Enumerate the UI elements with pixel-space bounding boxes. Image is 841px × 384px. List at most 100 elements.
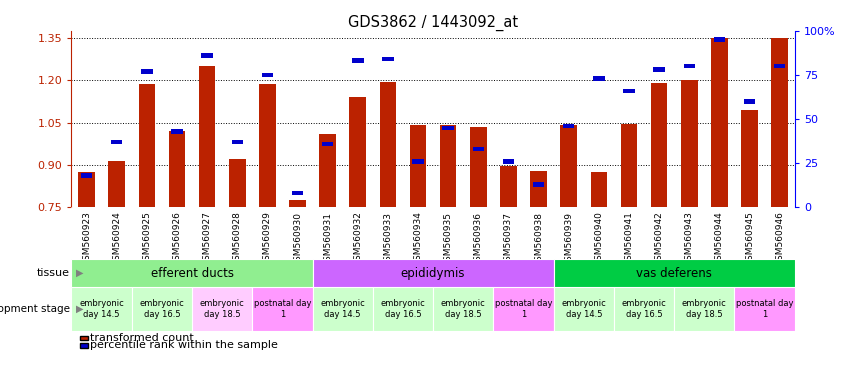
Bar bbox=[674, 287, 734, 331]
Text: GSM560942: GSM560942 bbox=[654, 212, 664, 266]
Text: vas deferens: vas deferens bbox=[637, 266, 712, 280]
Bar bbox=[774, 64, 785, 68]
Text: GSM560937: GSM560937 bbox=[504, 212, 513, 266]
Text: GSM560927: GSM560927 bbox=[203, 212, 212, 266]
Bar bbox=[494, 287, 553, 331]
Text: GSM560925: GSM560925 bbox=[142, 212, 151, 266]
Text: embryonic
day 14.5: embryonic day 14.5 bbox=[320, 299, 365, 319]
Bar bbox=[350, 97, 366, 207]
Bar bbox=[111, 140, 123, 144]
Text: GSM560934: GSM560934 bbox=[414, 212, 422, 266]
Text: GSM560936: GSM560936 bbox=[473, 212, 483, 266]
Bar bbox=[684, 64, 695, 68]
Bar bbox=[440, 126, 457, 207]
Text: GSM560932: GSM560932 bbox=[353, 212, 362, 266]
Text: embryonic
day 18.5: embryonic day 18.5 bbox=[682, 299, 727, 319]
Text: GSM560939: GSM560939 bbox=[564, 212, 574, 266]
Bar bbox=[169, 131, 185, 207]
Bar bbox=[141, 69, 152, 74]
Text: tissue: tissue bbox=[37, 268, 70, 278]
Text: GSM560928: GSM560928 bbox=[233, 212, 241, 266]
Bar bbox=[229, 159, 246, 207]
Bar bbox=[563, 124, 574, 128]
Text: embryonic
day 16.5: embryonic day 16.5 bbox=[381, 299, 426, 319]
Bar bbox=[531, 170, 547, 207]
Bar bbox=[614, 287, 674, 331]
Bar bbox=[379, 81, 396, 207]
Text: GSM560946: GSM560946 bbox=[775, 212, 784, 266]
Text: GSM560944: GSM560944 bbox=[715, 212, 724, 266]
Text: GSM560935: GSM560935 bbox=[444, 212, 452, 266]
Bar bbox=[653, 67, 665, 72]
Text: GSM560943: GSM560943 bbox=[685, 212, 694, 266]
Bar bbox=[590, 172, 607, 207]
Bar bbox=[503, 159, 514, 164]
Text: percentile rank within the sample: percentile rank within the sample bbox=[90, 341, 278, 351]
Bar bbox=[201, 53, 213, 58]
Bar bbox=[621, 124, 637, 207]
Bar bbox=[473, 147, 484, 151]
Text: postnatal day
1: postnatal day 1 bbox=[254, 299, 311, 319]
Text: GSM560940: GSM560940 bbox=[595, 212, 603, 266]
Bar bbox=[553, 259, 795, 287]
Title: GDS3862 / 1443092_at: GDS3862 / 1443092_at bbox=[348, 15, 518, 31]
Bar bbox=[108, 161, 125, 207]
Bar bbox=[771, 38, 788, 207]
Text: embryonic
day 16.5: embryonic day 16.5 bbox=[621, 299, 666, 319]
Text: ▶: ▶ bbox=[76, 304, 83, 314]
Text: development stage: development stage bbox=[0, 304, 70, 314]
Text: GSM560941: GSM560941 bbox=[625, 212, 633, 266]
Bar bbox=[132, 287, 192, 331]
Bar bbox=[651, 83, 668, 207]
Bar bbox=[352, 58, 363, 63]
Bar bbox=[313, 259, 553, 287]
Bar bbox=[743, 99, 755, 104]
Text: GSM560923: GSM560923 bbox=[82, 212, 91, 266]
Bar bbox=[81, 173, 93, 178]
Text: ▶: ▶ bbox=[76, 268, 83, 278]
Text: GSM560926: GSM560926 bbox=[172, 212, 182, 266]
Bar bbox=[442, 126, 454, 130]
Bar bbox=[78, 172, 95, 207]
Text: embryonic
day 14.5: embryonic day 14.5 bbox=[562, 299, 606, 319]
Bar bbox=[533, 182, 544, 187]
Bar bbox=[433, 287, 494, 331]
Bar bbox=[382, 57, 394, 61]
Bar bbox=[734, 287, 795, 331]
Bar bbox=[593, 76, 605, 81]
Bar bbox=[560, 126, 577, 207]
Bar bbox=[289, 200, 306, 207]
Bar bbox=[192, 287, 252, 331]
Text: GSM560930: GSM560930 bbox=[293, 212, 302, 266]
Bar bbox=[262, 73, 273, 77]
Bar bbox=[139, 84, 155, 207]
Text: postnatal day
1: postnatal day 1 bbox=[736, 299, 793, 319]
Bar bbox=[231, 140, 243, 144]
Bar bbox=[741, 110, 758, 207]
Bar bbox=[711, 38, 727, 207]
Text: efferent ducts: efferent ducts bbox=[151, 266, 234, 280]
Text: GSM560938: GSM560938 bbox=[534, 212, 543, 266]
Bar bbox=[259, 84, 276, 207]
Text: embryonic
day 18.5: embryonic day 18.5 bbox=[200, 299, 245, 319]
Bar bbox=[252, 287, 313, 331]
Bar bbox=[172, 129, 182, 134]
Text: epididymis: epididymis bbox=[401, 266, 465, 280]
Bar bbox=[553, 287, 614, 331]
Text: GSM560945: GSM560945 bbox=[745, 212, 754, 266]
Bar bbox=[500, 166, 516, 207]
Bar bbox=[410, 126, 426, 207]
Text: transformed count: transformed count bbox=[90, 333, 193, 343]
Bar bbox=[714, 37, 725, 42]
Bar bbox=[322, 142, 333, 146]
Text: GSM560929: GSM560929 bbox=[263, 212, 272, 266]
Bar bbox=[412, 159, 424, 164]
Bar bbox=[320, 134, 336, 207]
Bar bbox=[313, 287, 373, 331]
Bar bbox=[373, 287, 433, 331]
Bar bbox=[681, 80, 697, 207]
Bar bbox=[470, 127, 487, 207]
Text: postnatal day
1: postnatal day 1 bbox=[495, 299, 553, 319]
Text: embryonic
day 18.5: embryonic day 18.5 bbox=[441, 299, 485, 319]
Text: GSM560933: GSM560933 bbox=[383, 212, 393, 266]
